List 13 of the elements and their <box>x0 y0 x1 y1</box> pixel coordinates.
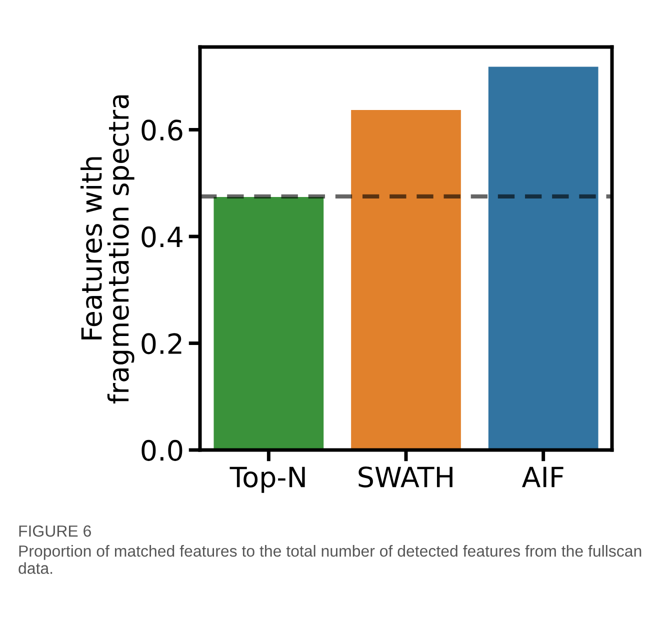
y-tick-label: 0.4 <box>142 226 182 248</box>
y-axis-title: Features with fragmentation spectra <box>80 95 134 404</box>
text: Proportion of matched features to the total number of detected features from the fullscan data. <box>18 545 642 574</box>
bar <box>351 110 461 450</box>
x-tick-label: Top-N <box>230 466 305 493</box>
y-tick-label: 0.0 <box>142 440 182 461</box>
bar <box>488 66 598 450</box>
x-tick-label: SWATH <box>358 466 452 488</box>
x-tick-label: AIF <box>522 466 564 488</box>
y-tick-label: 0.6 <box>142 120 182 141</box>
bar <box>214 196 324 450</box>
caption: FIGURE 6 <box>19 525 91 537</box>
y-tick-label: 0.2 <box>142 333 182 354</box>
